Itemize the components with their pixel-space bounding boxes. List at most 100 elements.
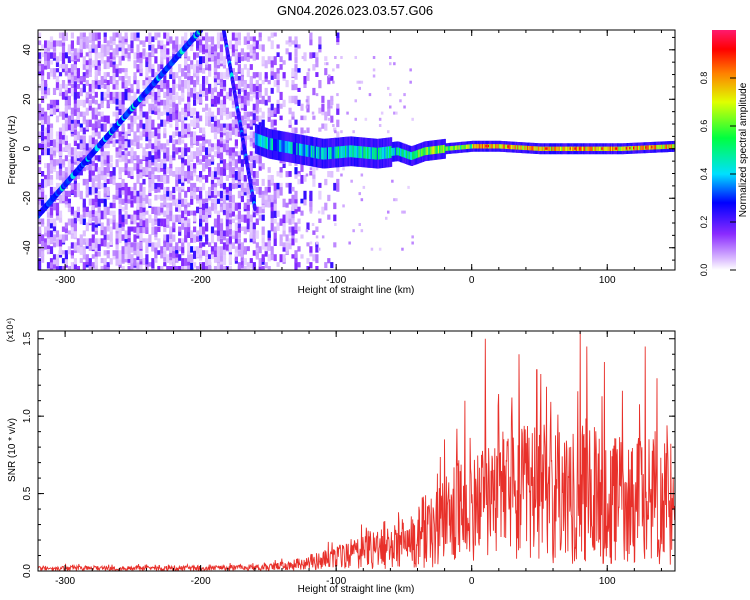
heatmap-cell bbox=[228, 222, 232, 230]
heatmap-cell bbox=[199, 171, 203, 178]
heatmap-cell bbox=[151, 182, 155, 191]
heatmap-cell bbox=[55, 103, 60, 109]
heatmap-cell bbox=[249, 36, 253, 41]
heatmap-cell bbox=[210, 226, 215, 234]
heatmap-band-cell bbox=[346, 145, 349, 158]
heatmap-cell bbox=[76, 210, 80, 218]
heatmap-cell bbox=[58, 72, 63, 77]
heatmap-ytick-label: 40 bbox=[22, 44, 33, 56]
heatmap-cell bbox=[115, 131, 119, 138]
heatmap-cell bbox=[318, 127, 322, 132]
heatmap-cell bbox=[136, 190, 140, 197]
heatmap-cell bbox=[184, 206, 188, 215]
heatmap-cell bbox=[124, 210, 128, 219]
heatmap-cell bbox=[47, 270, 50, 277]
heatmap-cell bbox=[79, 87, 83, 97]
heatmap-cell bbox=[157, 270, 160, 277]
heatmap-cell bbox=[64, 68, 68, 76]
heatmap-cell bbox=[163, 76, 167, 84]
heatmap-cell bbox=[380, 111, 384, 115]
heatmap-cell bbox=[237, 32, 241, 41]
heatmap-cell bbox=[332, 124, 335, 127]
heatmap-cell bbox=[94, 131, 98, 137]
heatmap-cell bbox=[85, 238, 89, 247]
heatmap-cell bbox=[240, 99, 244, 108]
heatmap-cell bbox=[219, 143, 224, 148]
heatmap-cell bbox=[235, 270, 238, 276]
heatmap-cell bbox=[52, 222, 57, 232]
heatmap-band-cell bbox=[339, 146, 341, 159]
heatmap-cell bbox=[234, 40, 238, 50]
heatmap-cell bbox=[231, 242, 235, 249]
heatmap-cell bbox=[58, 266, 63, 270]
heatmap-cell bbox=[178, 135, 182, 144]
heatmap-cell bbox=[187, 258, 191, 266]
heatmap-cell bbox=[187, 131, 191, 138]
heatmap-cell bbox=[85, 68, 89, 75]
heatmap-cell bbox=[305, 99, 309, 103]
heatmap-band-cell bbox=[534, 146, 537, 151]
heatmap-band-cell bbox=[312, 145, 315, 158]
heatmap-xtick-label: 100 bbox=[599, 275, 616, 286]
heatmap-cell bbox=[297, 262, 301, 268]
heatmap-cell bbox=[151, 64, 155, 69]
heatmap-cell bbox=[175, 107, 179, 114]
heatmap-band-cell bbox=[274, 139, 277, 151]
heatmap-cell bbox=[181, 210, 185, 219]
heatmap-cell bbox=[240, 258, 244, 265]
heatmap-cell bbox=[246, 115, 250, 122]
heatmap-cell bbox=[145, 72, 149, 78]
heatmap-xtick-label: -200 bbox=[191, 275, 211, 286]
heatmap-band-cell bbox=[535, 146, 538, 151]
heatmap-cell bbox=[55, 147, 60, 153]
heatmap-band-cell bbox=[551, 146, 554, 151]
heatmap-cell bbox=[166, 155, 170, 162]
heatmap-cell bbox=[67, 218, 71, 226]
heatmap-cell bbox=[55, 258, 60, 267]
heatmap-cell bbox=[79, 135, 83, 140]
heatmap-xlabel: Height of straight line (km) bbox=[298, 285, 415, 296]
heatmap-cell bbox=[219, 103, 224, 108]
heatmap-cell bbox=[94, 111, 98, 120]
heatmap-cell bbox=[139, 163, 143, 170]
heatmap-cell bbox=[118, 40, 122, 48]
heatmap-cell bbox=[309, 32, 313, 40]
heatmap-cell bbox=[210, 87, 215, 95]
heatmap-cell bbox=[216, 190, 221, 197]
heatmap-cell bbox=[157, 127, 161, 134]
heatmap-cell bbox=[205, 234, 209, 241]
heatmap-cell bbox=[258, 72, 262, 81]
heatmap-cell bbox=[187, 254, 191, 262]
heatmap-cell bbox=[157, 242, 161, 248]
heatmap-cell bbox=[118, 76, 122, 81]
heatmap-cell bbox=[294, 250, 298, 258]
heatmap-cell bbox=[270, 175, 274, 184]
heatmap-cell bbox=[300, 103, 304, 111]
heatmap-cell bbox=[202, 163, 206, 172]
heatmap-cell bbox=[178, 171, 182, 180]
heatmap-cell bbox=[276, 222, 280, 231]
heatmap-cell bbox=[52, 139, 57, 148]
heatmap-band-cell bbox=[463, 144, 466, 150]
heatmap-cell bbox=[76, 99, 80, 108]
heatmap-cell bbox=[70, 206, 74, 215]
heatmap-cell bbox=[157, 182, 161, 188]
heatmap-cell bbox=[307, 68, 311, 72]
heatmap-cell bbox=[409, 68, 412, 72]
heatmap-band-cell bbox=[481, 144, 484, 149]
heatmap-cell bbox=[139, 135, 143, 141]
heatmap-cell bbox=[154, 91, 158, 101]
heatmap-band-cell bbox=[537, 146, 540, 151]
heatmap-cell bbox=[285, 182, 289, 188]
heatmap-cell bbox=[181, 270, 184, 275]
heatmap-cell bbox=[145, 254, 149, 260]
heatmap-cell bbox=[391, 179, 394, 183]
heatmap-cell bbox=[187, 76, 191, 85]
heatmap-cell bbox=[213, 182, 218, 188]
heatmap-cell bbox=[210, 202, 215, 211]
heatmap-cell bbox=[88, 214, 92, 224]
heatmap-cell bbox=[240, 95, 244, 104]
heatmap-band-cell bbox=[286, 141, 289, 154]
heatmap-cell bbox=[121, 222, 125, 231]
heatmap-cell bbox=[389, 105, 392, 109]
